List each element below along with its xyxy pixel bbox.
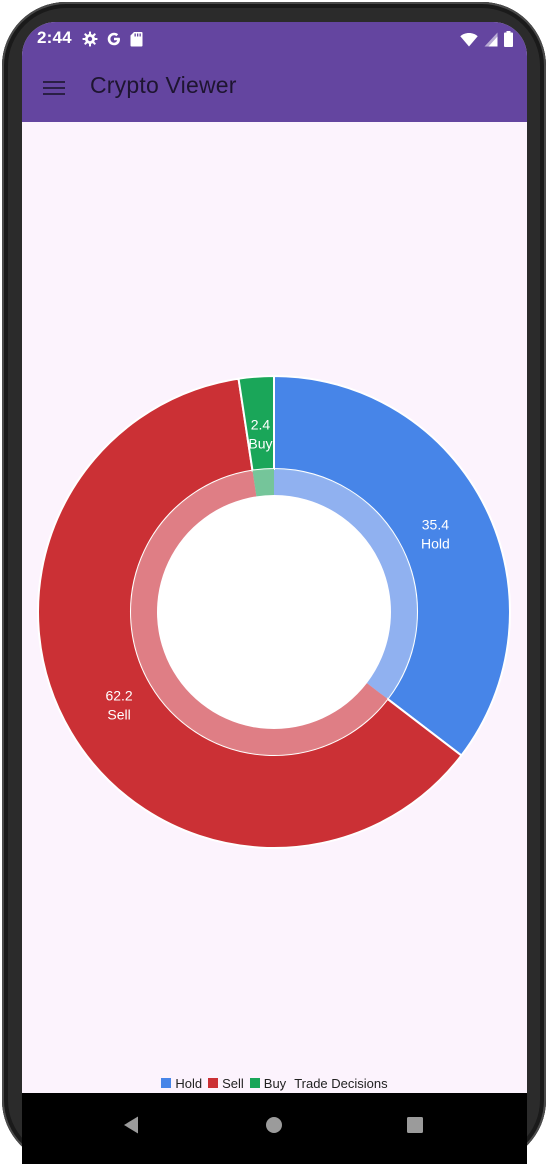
slice-value-buy: 2.4 — [251, 417, 271, 433]
app-bar: Crypto Viewer — [22, 58, 527, 122]
legend-label-hold: Hold — [175, 1075, 203, 1091]
legend-label-buy: Buy — [263, 1075, 287, 1091]
menu-button[interactable] — [34, 68, 74, 108]
legend-label-sell: Sell — [222, 1075, 244, 1091]
status-icons-right — [460, 28, 513, 50]
navigation-bar — [22, 1093, 527, 1164]
slice-value-hold: 35.4 — [422, 516, 449, 532]
donut-hole — [157, 495, 391, 729]
recents-button[interactable] — [395, 1110, 435, 1140]
chart-legend: Hold Sell Buy Trade Decisions — [22, 1074, 527, 1092]
legend-item-sell[interactable]: Sell — [208, 1076, 244, 1091]
back-button[interactable] — [111, 1110, 151, 1140]
app-title: Crypto Viewer — [90, 72, 237, 98]
status-bar: 2:44 — [22, 22, 527, 58]
gear-icon — [82, 31, 98, 47]
recents-square-icon — [407, 1117, 423, 1133]
legend-swatch-buy — [249, 1078, 260, 1088]
chart-title: Trade Decisions — [294, 1075, 388, 1091]
home-circle-icon — [266, 1117, 282, 1133]
legend-swatch-sell — [208, 1078, 219, 1088]
status-time: 2:44 — [37, 28, 72, 47]
legend-swatch-hold — [161, 1078, 172, 1088]
legend-item-hold[interactable]: Hold — [161, 1076, 202, 1091]
sd-card-icon — [130, 32, 143, 47]
home-button[interactable] — [254, 1110, 294, 1140]
slice-label-hold: Hold — [421, 535, 450, 551]
phone-screen: 2:44 — [22, 22, 527, 1164]
google-icon — [107, 32, 120, 46]
slice-label-sell: Sell — [107, 707, 130, 723]
status-icons-left — [82, 28, 143, 50]
wifi-icon — [460, 32, 478, 46]
slice-inner-buy — [252, 469, 274, 497]
hamburger-menu-icon — [43, 81, 65, 95]
slice-label-buy: Buy — [248, 436, 272, 452]
legend-item-buy[interactable]: Buy — [249, 1075, 287, 1091]
main-content: 35.4 Hold 62.2 Sell 2.4 Buy Hold Sell Buy Tra… — [22, 122, 527, 1093]
cellular-signal-icon — [484, 32, 498, 46]
battery-icon — [504, 31, 513, 47]
slice-value-sell: 62.2 — [105, 688, 132, 704]
slice-inner-hold — [274, 469, 417, 699]
back-triangle-icon — [124, 1116, 138, 1134]
donut-chart: 35.4 Hold 62.2 Sell 2.4 Buy — [37, 374, 511, 849]
